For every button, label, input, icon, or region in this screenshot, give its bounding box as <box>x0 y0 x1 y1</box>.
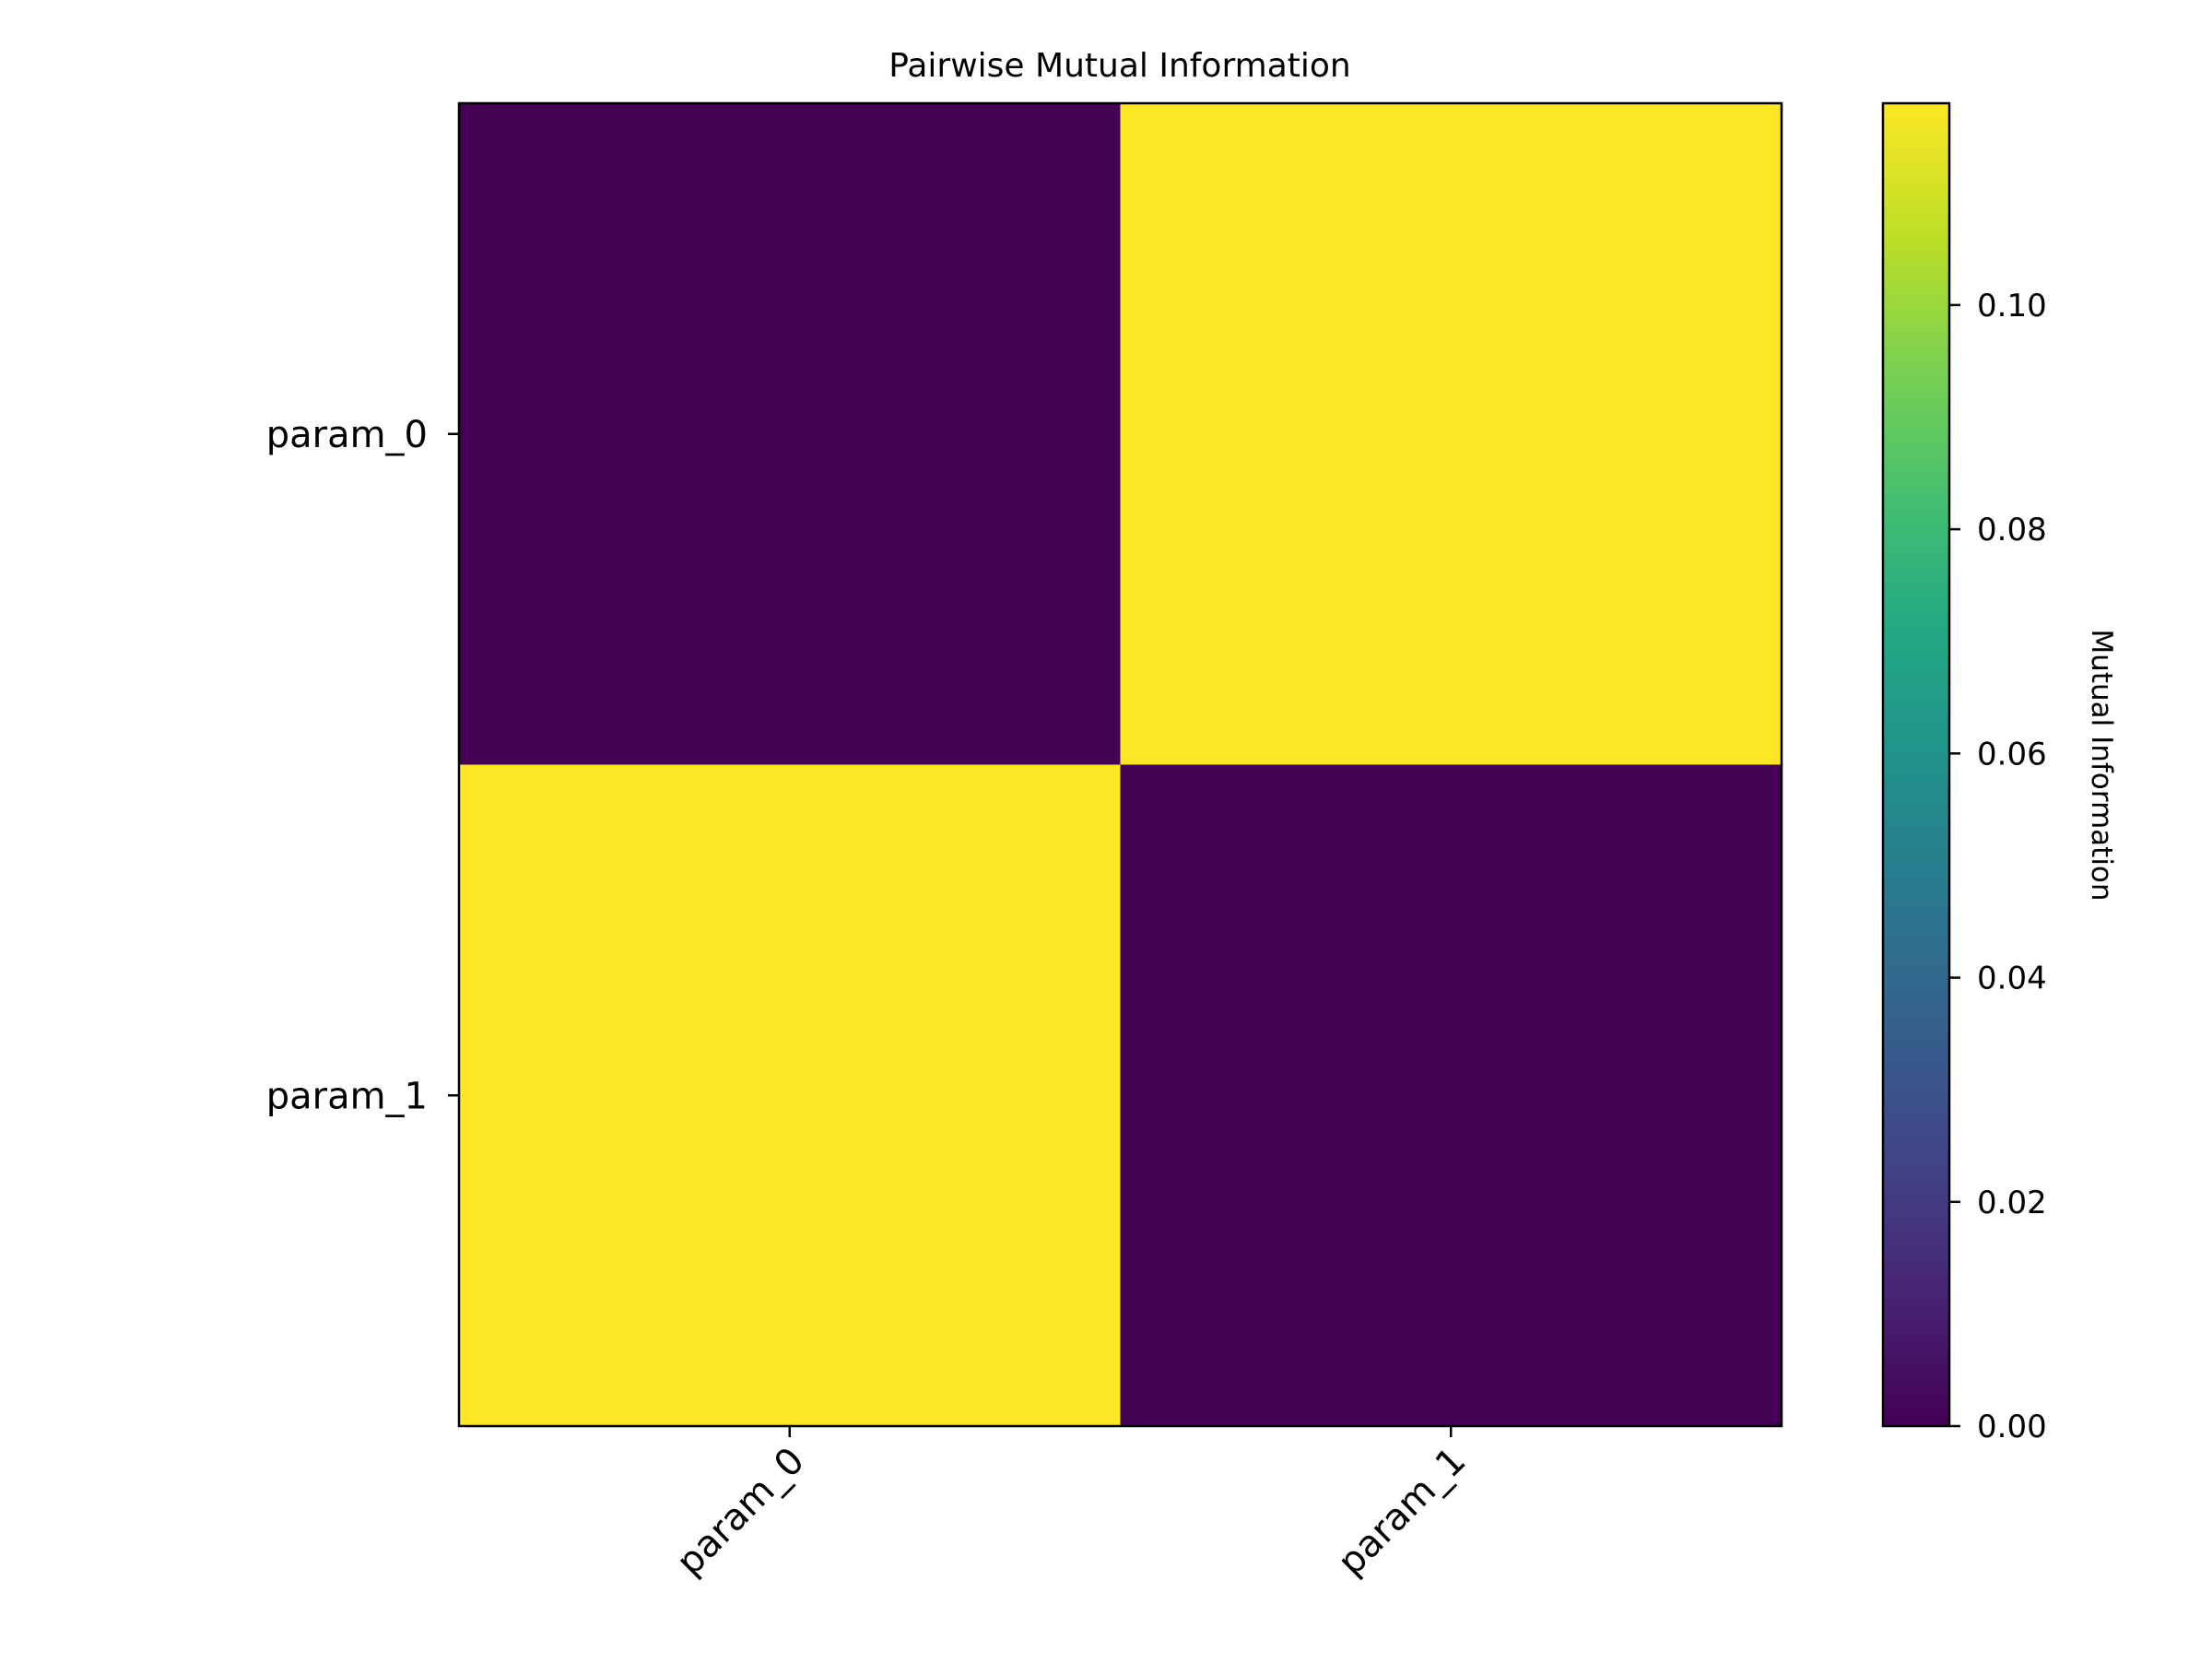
y-tick-label: param_0 <box>266 414 428 456</box>
colorbar <box>1881 101 1951 1428</box>
colorbar-tick-label: 0.02 <box>1977 1185 2047 1221</box>
heatmap-cell-1-0 <box>459 764 1121 1427</box>
chart-title: Pairwise Mutual Information <box>888 47 1350 85</box>
x-tick-label: param_0 <box>668 1440 812 1584</box>
heatmap-cell-0-1 <box>1120 103 1783 765</box>
y-axis: param_0 param_1 <box>266 414 459 1117</box>
colorbar-tick-label: 0.00 <box>1977 1409 2047 1445</box>
x-axis: param_0 param_1 <box>668 1426 1474 1584</box>
colorbar-axis: 0.00 0.02 0.04 0.06 0.08 0.10 <box>1949 288 2047 1445</box>
heatmap-cell-0-0 <box>459 103 1121 765</box>
colorbar-tick-label: 0.10 <box>1977 288 2047 324</box>
colorbar-tick-label: 0.06 <box>1977 736 2047 773</box>
colorbar-tick-label: 0.04 <box>1977 961 2047 997</box>
x-tick-label: param_1 <box>1330 1440 1474 1584</box>
heatmap-cell-1-1 <box>1120 764 1783 1427</box>
heatmap-cells <box>459 103 1783 1427</box>
y-tick-label: param_1 <box>266 1075 428 1117</box>
colorbar-tick-label: 0.08 <box>1977 512 2047 548</box>
plot-frame <box>457 101 1783 1428</box>
colorbar-label: Mutual Information <box>2085 629 2118 901</box>
